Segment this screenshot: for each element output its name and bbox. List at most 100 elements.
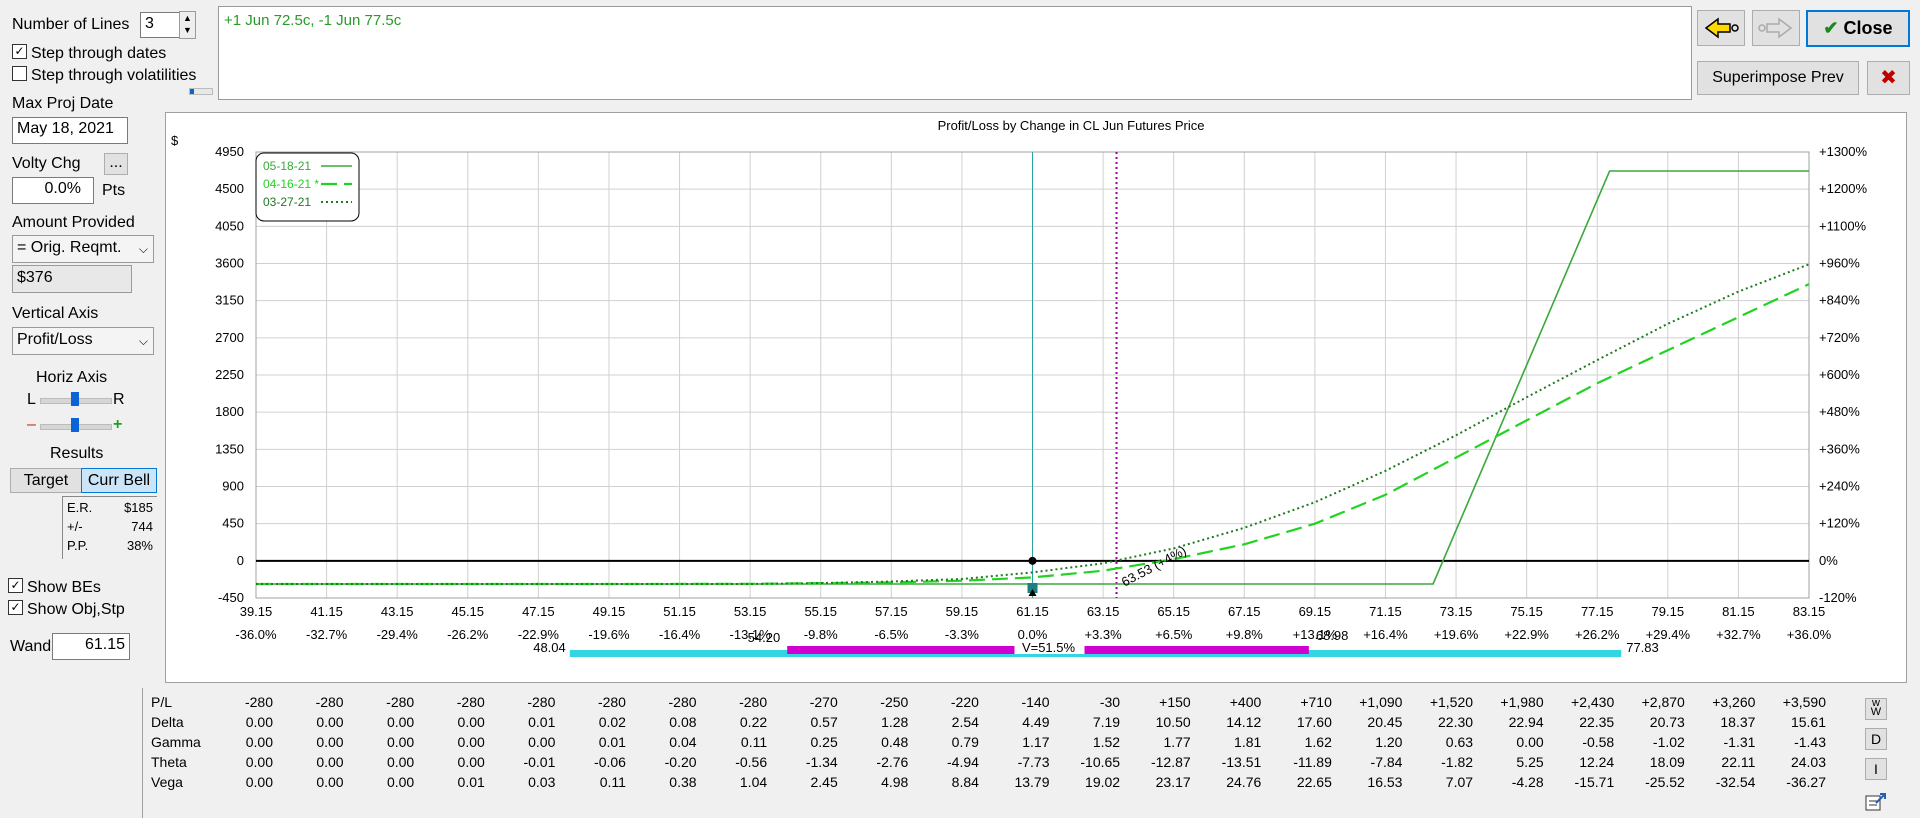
d-button[interactable]: D — [1865, 728, 1887, 750]
number-of-lines-input[interactable]: 3 — [140, 12, 180, 38]
tab-curr-bell[interactable]: Curr Bell — [81, 468, 157, 493]
greeks-row: Delta 0.00 0.00 0.00 0.00 0.01 0.02 0.08 0.22 0.5… — [142, 714, 1842, 734]
greeks-cell: 5.25 — [1516, 754, 1544, 770]
greeks-cell: 0.00 — [316, 714, 344, 730]
spin-up-icon[interactable]: ▲ — [183, 13, 192, 23]
greeks-cell: 0.02 — [598, 714, 626, 730]
greeks-cell: +2,870 — [1641, 694, 1685, 710]
step-volatilities-checkbox[interactable]: Step through volatilities — [12, 66, 196, 85]
greeks-row-label: Gamma — [151, 734, 201, 750]
series-line-dashed — [256, 283, 1810, 586]
position-description[interactable]: +1 Jun 72.5c, -1 Jun 77.5c — [218, 6, 1692, 100]
pl-chart[interactable]: Profit/Loss by Change in CL Jun Futures … — [166, 113, 1906, 682]
step-slider[interactable] — [189, 88, 213, 95]
amount-provided-select[interactable]: = Orig. Reqmt. ⌵ — [12, 235, 154, 263]
greeks-cell: -11.89 — [1293, 754, 1332, 770]
x-tick-label: 51.15 — [663, 604, 696, 619]
greeks-cell: -7.84 — [1370, 754, 1403, 770]
greeks-cell: -1.43 — [1794, 734, 1826, 750]
x-tick-label: 75.15 — [1510, 604, 1543, 619]
show-obj-label: Show Obj,Stp — [27, 601, 125, 618]
x-pct-tick-label: -19.6% — [588, 627, 630, 642]
greeks-cell: 0.00 — [316, 774, 344, 790]
greeks-cell: -32.54 — [1715, 774, 1756, 790]
volty-chg-field[interactable]: 0.0% — [12, 177, 94, 204]
greeks-cell: 0.38 — [669, 774, 697, 790]
x-pct-tick-label: -32.7% — [306, 627, 348, 642]
x-tick-label: 55.15 — [804, 604, 837, 619]
y-right-tick-label: +360% — [1819, 441, 1860, 456]
greeks-cell: 0.11 — [740, 734, 768, 750]
bell-center-label-bg — [1014, 640, 1085, 654]
show-obj-checkbox[interactable]: ✓ Show Obj,Stp — [8, 600, 125, 619]
greeks-cell: -15.71 — [1574, 774, 1615, 790]
pm-label: +/- — [67, 519, 83, 534]
checkbox-checked-icon[interactable]: ✓ — [8, 600, 23, 616]
x-pct-tick-label: -9.8% — [804, 627, 838, 642]
prev-button[interactable] — [1697, 10, 1745, 46]
bell-range-label: 68.98 — [1316, 628, 1349, 643]
number-of-lines-spinner[interactable]: ▲ ▼ — [179, 11, 196, 39]
checkbox-checked-icon[interactable]: ✓ — [8, 578, 23, 594]
horiz-axis-lr-thumb[interactable] — [71, 392, 79, 406]
chevron-down-icon: ⌵ — [138, 242, 148, 256]
greeks-cell: 0.00 — [386, 754, 415, 770]
horiz-axis-zoom-thumb[interactable] — [71, 418, 79, 432]
y-right-tick-label: +480% — [1819, 404, 1860, 419]
checkbox-checked-icon[interactable]: ✓ — [12, 44, 27, 60]
x-tick-label: 71.15 — [1369, 604, 1402, 619]
amount-provided-select-value: = Orig. Reqmt. — [17, 239, 122, 256]
x-tick-label: 83.15 — [1793, 604, 1826, 619]
greeks-cell: 0.08 — [669, 714, 697, 730]
tab-target[interactable]: Target — [10, 468, 82, 493]
y-right-tick-label: +840% — [1819, 293, 1860, 308]
delete-x-button[interactable]: ✖ — [1867, 61, 1910, 95]
x-pct-tick-label: +16.4% — [1363, 627, 1408, 642]
volty-chg-button[interactable]: ... — [104, 153, 128, 175]
y-right-tick-label: -120% — [1819, 590, 1857, 605]
chart-grid — [255, 151, 1810, 599]
spin-down-icon[interactable]: ▼ — [183, 25, 192, 35]
y-tick-label: 1350 — [215, 441, 244, 456]
x-tick-label: 57.15 — [875, 604, 908, 619]
chart-legend: 05-18-21 04-16-21 * 03-27-21 — [255, 152, 360, 222]
greeks-cell: 0.22 — [739, 714, 768, 730]
show-bes-checkbox[interactable]: ✓ Show BEs — [8, 578, 101, 597]
arrow-left-icon — [1704, 17, 1739, 39]
step-slider-thumb[interactable] — [190, 89, 194, 94]
greeks-cell: 0.03 — [528, 774, 556, 790]
superimpose-prev-button[interactable]: Superimpose Prev — [1697, 61, 1859, 95]
greeks-cell: 0.11 — [599, 774, 626, 790]
legend-label: 05-18-21 — [263, 159, 311, 173]
greeks-cell: 0.01 — [528, 714, 556, 730]
greeks-cell: +150 — [1159, 694, 1191, 710]
greeks-cell: 0.57 — [810, 714, 838, 730]
y-tick-label: 3150 — [215, 293, 244, 308]
greeks-cell: 0.63 — [1445, 734, 1474, 750]
x-pct-tick-label: +13.1% — [1293, 627, 1338, 642]
max-proj-date-field[interactable]: May 18, 2021 — [12, 117, 128, 144]
position-text: +1 Jun 72.5c, -1 Jun 77.5c — [224, 12, 402, 29]
greeks-cell: -0.20 — [664, 754, 697, 770]
greeks-row: P/L -280 -280 -280 -280 -280 -280 -280 -280 -270 -… — [142, 694, 1842, 714]
vertical-axis-select[interactable]: Profit/Loss ⌵ — [12, 327, 154, 355]
x-tick-label: 53.15 — [734, 604, 767, 619]
greeks-cell: 22.35 — [1579, 714, 1615, 730]
greeks-cell: -2.76 — [876, 754, 909, 770]
greeks-cell: -250 — [880, 694, 909, 710]
export-icon[interactable] — [1864, 791, 1888, 813]
next-button[interactable] — [1752, 10, 1800, 46]
wand-field[interactable]: 61.15 — [52, 633, 130, 660]
greeks-cell: -280 — [244, 694, 273, 710]
greeks-cell: 0.00 — [245, 754, 273, 770]
x-pct-tick-label: +9.8% — [1226, 627, 1264, 642]
i-button[interactable]: I — [1865, 758, 1887, 780]
step-dates-checkbox[interactable]: ✓ Step through dates — [12, 44, 166, 63]
close-button[interactable]: ✔ Close — [1806, 10, 1910, 47]
y-right-tick-label: +600% — [1819, 367, 1860, 382]
checkbox-unchecked-icon[interactable] — [12, 66, 27, 82]
y-right-tick-label: +1300% — [1819, 144, 1868, 159]
greeks-cell: 15.61 — [1790, 714, 1826, 730]
greeks-cell: 0.00 — [457, 714, 485, 730]
